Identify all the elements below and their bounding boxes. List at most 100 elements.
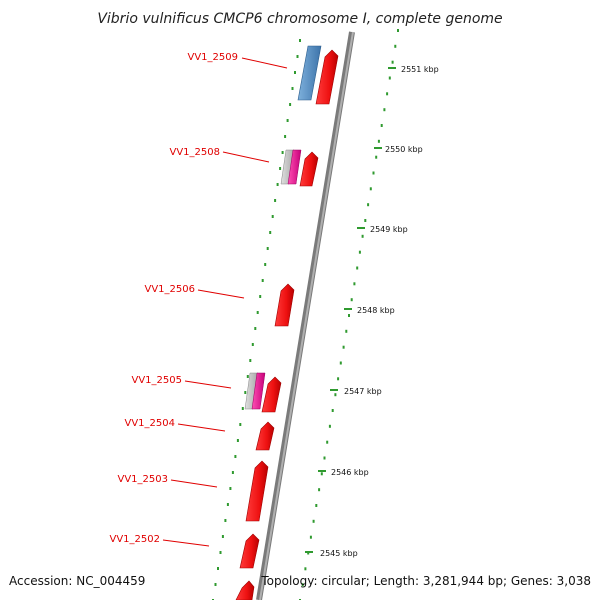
tick-mark	[219, 551, 222, 554]
feature-rrna[interactable]	[280, 149, 302, 185]
tick-mark	[372, 171, 375, 175]
tick-mark	[271, 215, 274, 218]
gene-label[interactable]: VV1_2504	[125, 418, 176, 429]
tick-mark	[286, 119, 289, 122]
tick-mark	[214, 583, 217, 586]
feature-rrna[interactable]	[244, 372, 266, 410]
tick-mark	[241, 407, 244, 410]
gene-arrow[interactable]	[315, 49, 339, 105]
gene-label[interactable]: VV1_2505	[132, 375, 183, 386]
kbp-scale: 2551 kbp 2550 kbp 2549 kbp 2548 kbp 2547…	[305, 65, 439, 558]
gene-label[interactable]: VV1_2502	[110, 534, 161, 545]
kbp-label: 2547 kbp	[344, 387, 382, 396]
tick-mark	[304, 567, 307, 571]
tick-mark	[226, 503, 229, 506]
kbp-label: 2545 kbp	[320, 549, 358, 558]
tick-mark	[281, 151, 284, 154]
gene-label[interactable]: VV1_2506	[145, 284, 196, 295]
tick-mark	[276, 183, 279, 186]
tick-mark	[259, 295, 262, 298]
tick-mark	[224, 519, 227, 522]
tick-mark	[231, 471, 234, 474]
gene-arrow[interactable]	[274, 283, 295, 327]
gene-arrow[interactable]	[255, 421, 275, 451]
tick-mark	[350, 298, 353, 302]
accession-text: Accession: NC_004459	[9, 574, 145, 588]
tick-mark	[256, 311, 259, 314]
tick-mark	[246, 375, 249, 378]
gene-features	[235, 45, 339, 600]
gene-label[interactable]: VV1_2509	[188, 52, 239, 63]
tick-mark	[251, 343, 254, 346]
tick-mark	[244, 391, 247, 394]
tick-mark	[356, 266, 359, 270]
tick-mark	[239, 423, 242, 426]
tick-mark	[353, 282, 356, 286]
tick-mark	[236, 439, 239, 442]
tick-mark	[388, 76, 391, 80]
tick-mark	[318, 488, 321, 492]
tick-mark	[274, 199, 277, 202]
tick-mark	[299, 39, 301, 42]
tick-mark	[320, 472, 323, 476]
tick-mark	[284, 135, 287, 138]
tick-mark	[266, 247, 269, 250]
tick-mark	[345, 329, 348, 333]
tick-mark	[326, 440, 329, 444]
tick-mark	[337, 377, 340, 381]
tick-mark	[229, 487, 232, 490]
tick-mark	[375, 155, 378, 159]
kbp-label: 2550 kbp	[385, 145, 423, 154]
tick-mark	[377, 139, 380, 143]
tick-mark	[234, 455, 237, 458]
tick-mark	[394, 44, 397, 48]
gene-arrow[interactable]	[235, 580, 255, 600]
tick-mark	[309, 535, 312, 539]
tick-mark	[361, 234, 364, 238]
tick-mark	[261, 279, 264, 282]
tick-mark	[249, 359, 252, 362]
kbp-tick-track	[299, 29, 399, 600]
tick-mark	[279, 167, 282, 170]
tick-mark	[342, 345, 345, 349]
tick-mark	[289, 103, 292, 106]
tick-mark	[291, 87, 294, 90]
kbp-label: 2551 kbp	[401, 65, 439, 74]
tick-mark	[254, 327, 257, 330]
tick-mark	[315, 504, 318, 507]
gene-tick-track	[212, 39, 301, 600]
map-title: Vibrio vulnificus CMCP6 chromosome I, co…	[97, 11, 502, 27]
tick-mark	[383, 108, 386, 112]
chromosome-backbone	[256, 31, 355, 600]
tick-mark	[386, 92, 389, 96]
tick-mark	[323, 456, 326, 460]
tick-mark	[334, 393, 337, 397]
tick-mark	[380, 124, 383, 127]
gene-arrow[interactable]	[239, 533, 260, 569]
tick-mark	[364, 219, 367, 222]
tick-mark	[269, 231, 272, 234]
tick-mark	[397, 29, 399, 32]
tick-mark	[264, 263, 267, 266]
feature-trna[interactable]	[297, 45, 322, 101]
gene-arrow[interactable]	[261, 376, 282, 413]
tick-mark	[296, 55, 299, 58]
tick-mark	[294, 71, 296, 74]
kbp-label: 2546 kbp	[331, 468, 369, 477]
gene-arrow[interactable]	[245, 460, 269, 522]
tick-mark	[312, 519, 315, 523]
topology-text: Topology: circular; Length: 3,281,944 bp…	[260, 574, 591, 588]
tick-mark	[331, 409, 334, 412]
tick-mark	[221, 535, 224, 538]
gene-label[interactable]: VV1_2503	[118, 474, 169, 485]
tick-mark	[369, 187, 372, 191]
tick-mark	[217, 567, 219, 570]
gene-label[interactable]: VV1_2508	[170, 147, 221, 158]
gene-arrow[interactable]	[299, 151, 319, 187]
tick-mark	[301, 583, 304, 587]
kbp-label: 2548 kbp	[357, 306, 395, 315]
tick-mark	[358, 250, 361, 254]
tick-mark	[348, 314, 350, 317]
tick-mark	[328, 424, 331, 428]
